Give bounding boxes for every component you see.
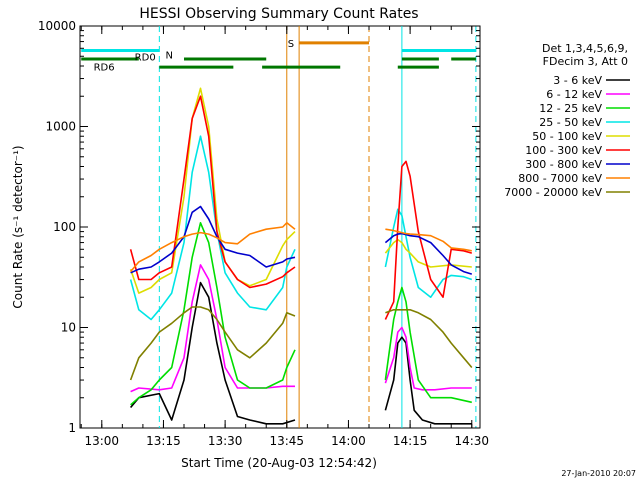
flag-label-rd6: RD6: [94, 63, 115, 74]
legend-label: 6 - 12 keV: [546, 88, 602, 101]
x-axis: 13:00 13:15 13:30 13:45 14:00 14:15 14:30: [80, 26, 489, 448]
legend-label: 300 - 800 keV: [525, 158, 602, 171]
y-tick-label: 100: [53, 220, 76, 234]
x-tick-label: 14:30: [454, 434, 489, 448]
vertical-markers: [158, 26, 477, 428]
timestamp: 27-Jan-2010 20:07: [561, 469, 636, 478]
legend-header-2: FDecim 3, Att 0: [543, 55, 628, 68]
series-line: [130, 222, 472, 406]
legend-header-1: Det 1,3,4,5,6,9,: [542, 42, 628, 55]
x-tick-label: 13:15: [146, 434, 181, 448]
y-tick-label: 10: [61, 321, 76, 335]
legend-label: 50 - 100 keV: [532, 130, 602, 143]
flag-bars: N RD0 RD6 S: [81, 39, 476, 74]
series-line: [129, 306, 473, 381]
series-line: [130, 264, 472, 393]
legend-label: 12 - 25 keV: [539, 102, 602, 115]
x-tick-label: 13:30: [208, 434, 243, 448]
y-tick-label: 1000: [45, 120, 76, 134]
x-axis-label: Start Time (20-Aug-03 12:54:42): [181, 456, 377, 470]
chart-title: HESSI Observing Summary Count Rates: [139, 6, 418, 22]
legend-label: 7000 - 20000 keV: [504, 186, 602, 199]
series-line: [130, 205, 473, 275]
x-tick-label: 13:45: [269, 434, 304, 448]
series-line: [129, 281, 472, 425]
series-line: [129, 95, 473, 320]
flag-label-n: N: [165, 51, 172, 62]
flag-label-s: S: [288, 39, 294, 50]
x-tick-label: 13:00: [84, 434, 119, 448]
legend-label: 800 - 7000 keV: [518, 172, 602, 185]
y-tick-label: 10000: [38, 19, 76, 33]
legend-label: 3 - 6 keV: [553, 74, 602, 87]
flag-label-rd0: RD0: [135, 52, 156, 63]
x-tick-label: 14:00: [331, 434, 366, 448]
series-line: [129, 135, 473, 321]
series-line: [129, 87, 472, 294]
series-line: [129, 222, 472, 273]
y-axis: 1 10 100 1000 10000: [38, 19, 480, 435]
legend-label: 100 - 300 keV: [525, 144, 602, 157]
series-group: [129, 87, 473, 425]
y-axis-label: Count Rate (s⁻¹ detector⁻¹): [11, 145, 25, 308]
legend-label: 25 - 50 keV: [539, 116, 602, 129]
y-tick-label: 1: [68, 421, 76, 435]
x-tick-label: 14:15: [393, 434, 428, 448]
